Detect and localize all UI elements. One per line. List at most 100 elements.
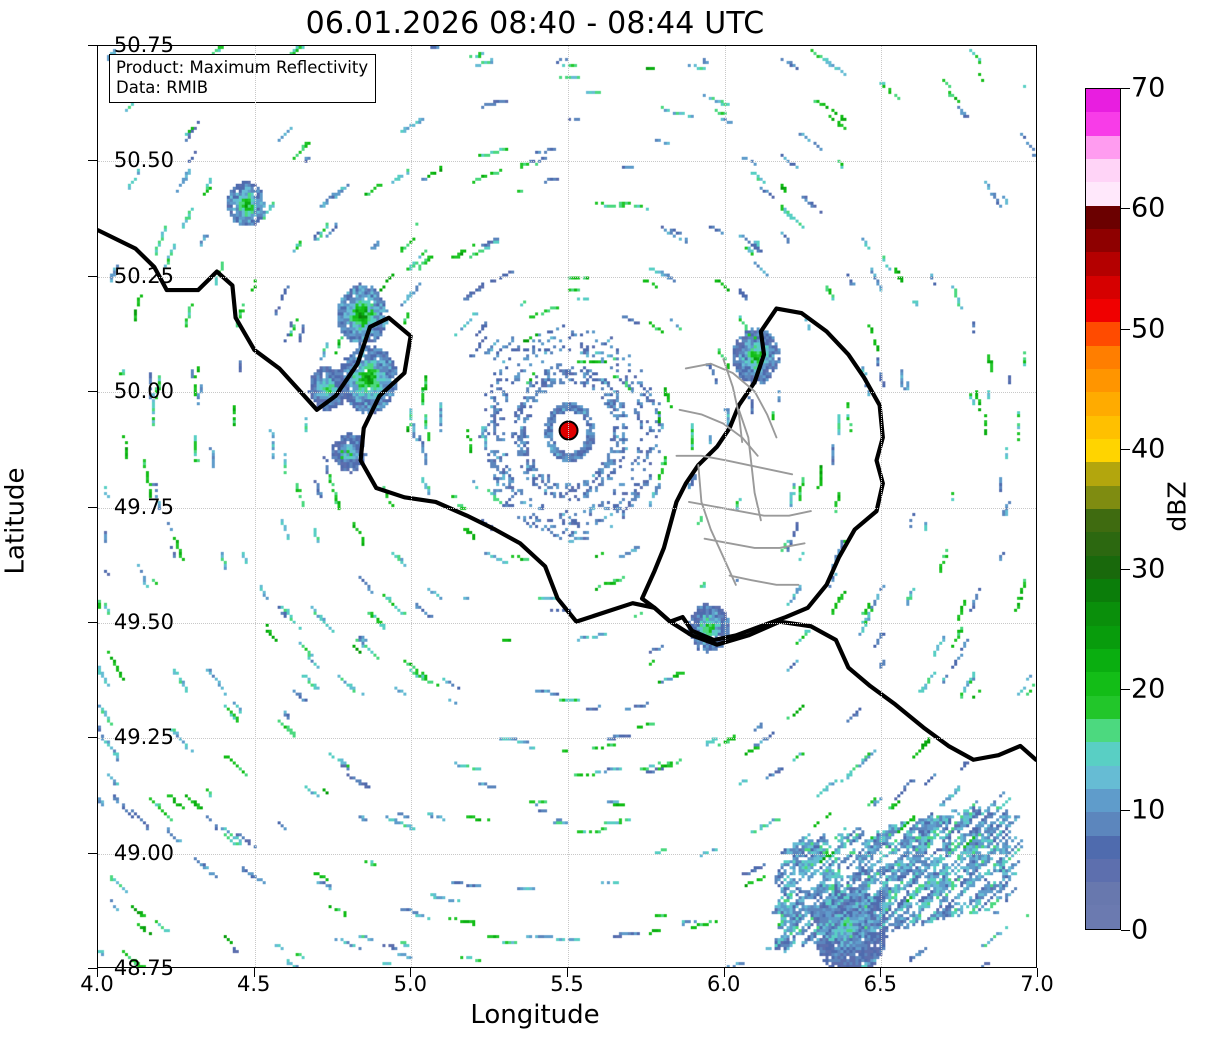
colorbar-band — [1086, 532, 1120, 556]
colorbar-tick — [1121, 88, 1130, 89]
y-axis-tick-label: 49.00 — [113, 840, 174, 865]
colorbar-band — [1086, 602, 1120, 626]
y-axis-tick — [88, 391, 97, 393]
luxembourg-national-border — [639, 306, 885, 643]
gridline-horizontal — [98, 622, 1036, 624]
admin-boundary-path — [687, 500, 812, 517]
x-axis-tick-label: 4.0 — [80, 972, 114, 996]
x-axis-tick — [410, 968, 412, 977]
national-border-path — [98, 228, 1036, 762]
map-borders-layer — [98, 228, 1036, 762]
admin-boundary-path — [703, 537, 806, 549]
colorbar-tick-label: 60 — [1131, 192, 1166, 224]
radar-map-plot: Product: Maximum Reflectivity Data: RMIB — [97, 45, 1037, 968]
y-axis-tick — [88, 968, 97, 969]
x-axis-tick-label: 7.0 — [1020, 972, 1054, 996]
y-axis-tick-label: 49.50 — [113, 609, 174, 634]
x-axis-tick — [97, 968, 98, 977]
colorbar — [1085, 88, 1121, 930]
admin-boundary-path — [737, 408, 762, 522]
colorbar-band — [1086, 298, 1120, 323]
colorbar-tick — [1121, 689, 1130, 691]
x-axis-tick — [567, 968, 568, 977]
colorbar-band — [1086, 485, 1120, 509]
y-axis-tick — [88, 45, 97, 46]
colorbar-band — [1086, 882, 1120, 906]
colorbar-tick — [1121, 569, 1130, 571]
colorbar-band — [1086, 812, 1120, 836]
colorbar-band — [1086, 578, 1120, 603]
y-axis-tick — [88, 160, 97, 162]
colorbar-band — [1086, 322, 1120, 346]
y-axis-tick — [88, 275, 97, 277]
y-axis-tick-label: 49.25 — [113, 725, 174, 750]
x-axis-tick — [880, 968, 882, 977]
colorbar-band — [1086, 648, 1120, 673]
admin-boundary-path — [722, 358, 744, 443]
y-axis-tick-label: 50.00 — [113, 379, 174, 404]
y-axis-tick-label: 48.75 — [113, 956, 174, 980]
colorbar-tick — [1121, 328, 1130, 330]
admin-boundary-path — [684, 362, 778, 439]
colorbar-band — [1086, 508, 1120, 533]
x-axis-tick-label: 4.5 — [236, 972, 271, 996]
colorbar-band — [1086, 158, 1120, 183]
x-axis-tick-label: 6.0 — [706, 972, 741, 996]
admin-boundary-path — [678, 408, 759, 457]
colorbar-tick — [1121, 930, 1130, 931]
colorbar-band — [1086, 415, 1120, 439]
x-axis-tick — [253, 968, 255, 977]
admin-boundary-path — [728, 574, 800, 586]
colorbar-tick-label: 10 — [1131, 794, 1166, 826]
colorbar-band — [1086, 788, 1120, 813]
colorbar-band — [1086, 112, 1120, 136]
gridline-vertical — [724, 46, 726, 967]
x-axis-label: Longitude — [470, 1000, 600, 1030]
colorbar-band — [1086, 742, 1120, 766]
gridline-vertical — [254, 46, 256, 967]
gridline-vertical — [568, 46, 569, 967]
colorbar-tick-label: 50 — [1131, 313, 1166, 345]
colorbar-band — [1086, 555, 1120, 579]
colorbar-band — [1086, 625, 1120, 649]
colorbar-band — [1086, 135, 1120, 159]
gridline-vertical — [411, 46, 413, 967]
page-title: 06.01.2026 08:40 - 08:44 UTC — [305, 6, 765, 41]
colorbar-band — [1086, 228, 1120, 253]
product-info-legend: Product: Maximum Reflectivity Data: RMIB — [109, 54, 377, 104]
colorbar-band — [1086, 835, 1120, 859]
colorbar-band — [1086, 695, 1120, 719]
colorbar-tick-label: 40 — [1131, 433, 1166, 465]
y-axis-tick-label: 50.50 — [113, 148, 174, 173]
colorbar-band — [1086, 462, 1120, 486]
colorbar-tick — [1121, 448, 1130, 450]
x-axis-tick — [723, 968, 725, 977]
colorbar-tick-label: 20 — [1131, 673, 1166, 705]
colorbar-band — [1086, 345, 1120, 369]
y-axis-tick — [88, 621, 97, 623]
x-axis-tick — [1037, 968, 1038, 977]
colorbar-tick — [1121, 208, 1130, 210]
gridline-horizontal — [98, 853, 1036, 855]
colorbar-tick-label: 30 — [1131, 553, 1166, 585]
colorbar-band — [1086, 89, 1120, 113]
colorbar-band — [1086, 438, 1120, 463]
colorbar-label: dBZ — [1162, 481, 1192, 532]
colorbar-band — [1086, 858, 1120, 883]
colorbar-band — [1086, 275, 1120, 299]
gridline-vertical — [881, 46, 883, 967]
gridline-horizontal — [98, 276, 1036, 278]
colorbar-band — [1086, 718, 1120, 743]
admin-boundary-path — [697, 464, 737, 586]
y-axis-label: Latitude — [0, 467, 31, 575]
y-axis-tick — [88, 737, 97, 739]
colorbar-tick-label: 0 — [1131, 914, 1149, 946]
y-axis-tick — [88, 506, 97, 508]
y-axis-tick-label: 50.75 — [113, 33, 174, 57]
colorbar-band — [1086, 205, 1120, 229]
colorbar-band — [1086, 672, 1120, 696]
x-axis-tick-label: 5.0 — [393, 972, 428, 996]
gridline-horizontal — [98, 738, 1036, 740]
colorbar-tick — [1121, 809, 1130, 811]
gridline-horizontal — [98, 507, 1036, 509]
